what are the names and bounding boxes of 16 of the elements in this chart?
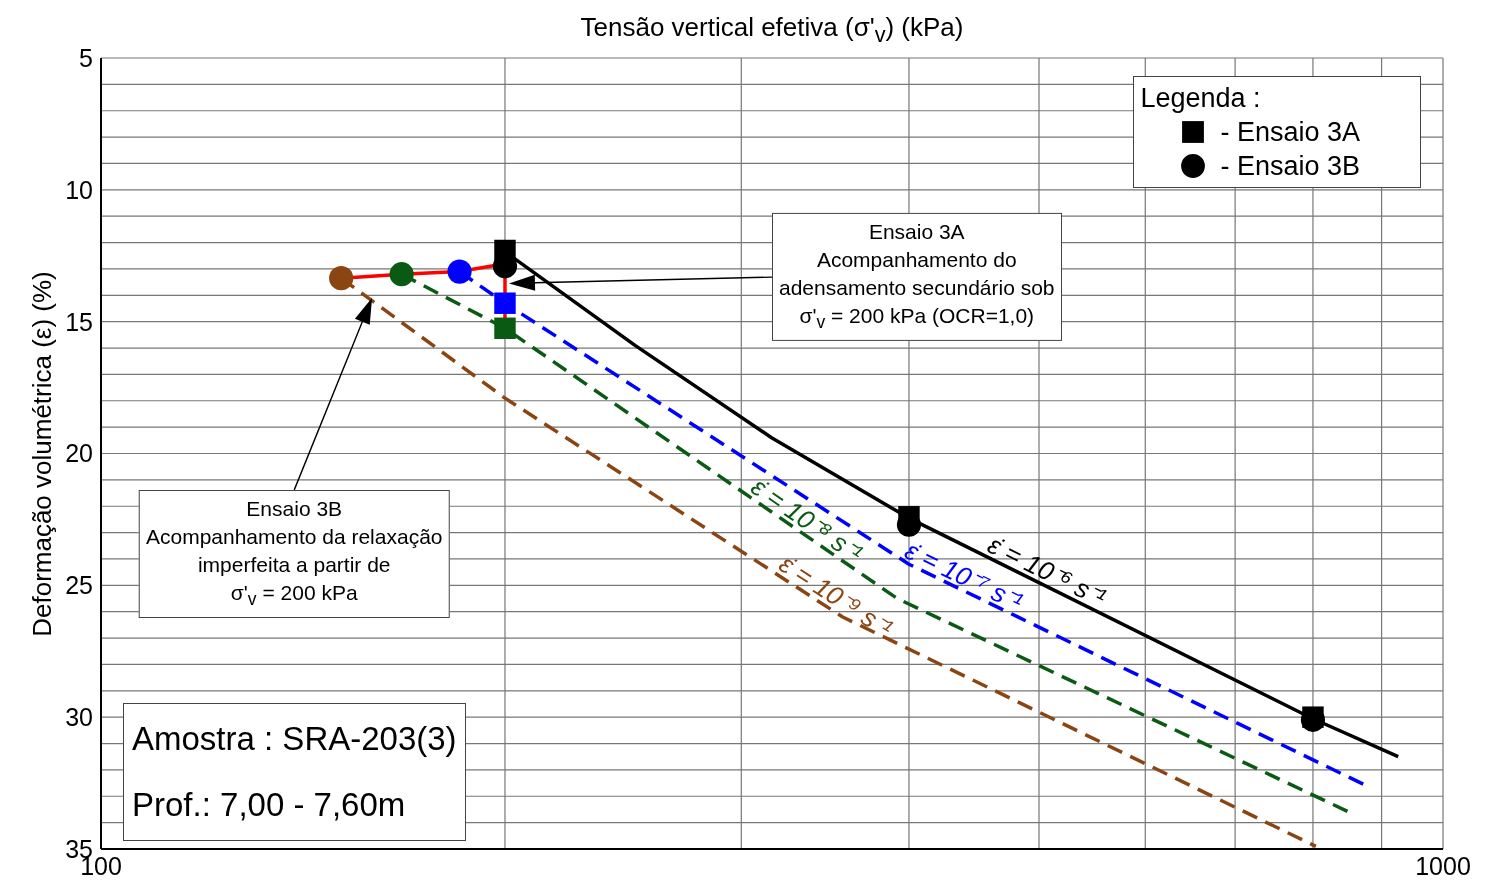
y-tick-label: 15: [65, 307, 93, 336]
legend-label: - Ensaio 3B: [1220, 150, 1360, 183]
x-tick-label: 1000: [1415, 851, 1471, 880]
y-tick-label: 5: [79, 43, 93, 72]
annotation: Ensaio 3B Acompanhamento da relaxação imperfeita a partir de σ'$_{v}$ = 200 kPa: [145, 496, 443, 610]
y-tick-label: 20: [65, 439, 93, 468]
annotation: Amostra : SRA-203(3): [132, 720, 457, 757]
legend-label: - Ensaio 3A: [1220, 116, 1360, 149]
legend-title: Legenda :: [1140, 83, 1261, 113]
annotation: Prof.: 7,00 - 7,60m: [132, 786, 406, 823]
annotation: Ensaio 3A Acompanhamento do adensamento secundário sob σ'$_{v}$ = 200 kPa (OCR=1,0): [779, 220, 1055, 333]
y-tick-label: 10: [65, 175, 93, 204]
y-axis-title: Deformação volumétrica (ε) (%): [26, 270, 57, 637]
x-axis-title: Tensão vertical efetiva (σ'$_{v}$) (kPa): [580, 12, 964, 48]
y-tick-label: 30: [65, 703, 93, 732]
y-tick-label: 25: [65, 571, 93, 600]
